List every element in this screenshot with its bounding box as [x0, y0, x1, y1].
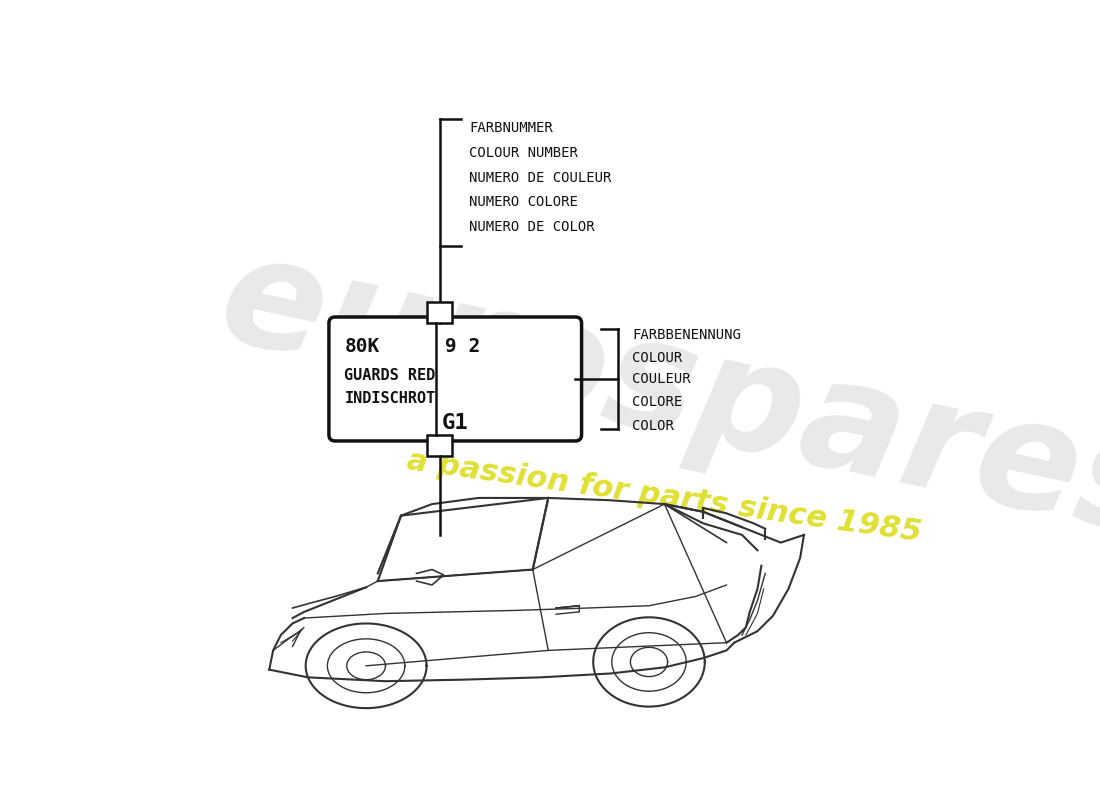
Text: NUMERO COLORE: NUMERO COLORE [470, 195, 579, 210]
FancyBboxPatch shape [329, 317, 582, 441]
Bar [427, 435, 452, 456]
Text: G1: G1 [442, 414, 469, 434]
Text: INDISCHROT: INDISCHROT [344, 391, 436, 406]
Text: COLORE: COLORE [631, 395, 682, 410]
Text: FARBBENENNUNG: FARBBENENNUNG [631, 328, 740, 342]
Bar [427, 302, 452, 323]
Text: 9 2: 9 2 [446, 337, 481, 356]
Text: a passion for parts since 1985: a passion for parts since 1985 [405, 446, 924, 547]
Text: NUMERO DE COLOR: NUMERO DE COLOR [470, 220, 595, 234]
Text: COLOUR: COLOUR [631, 350, 682, 365]
Text: 80K: 80K [344, 337, 380, 356]
Text: COLOR: COLOR [631, 418, 674, 433]
Text: FARBNUMMER: FARBNUMMER [470, 122, 553, 135]
Text: COULEUR: COULEUR [631, 372, 691, 386]
Text: NUMERO DE COULEUR: NUMERO DE COULEUR [470, 170, 612, 185]
Text: eurospares: eurospares [208, 223, 1100, 570]
Text: COLOUR NUMBER: COLOUR NUMBER [470, 146, 579, 160]
Text: GUARDS RED: GUARDS RED [344, 368, 436, 383]
